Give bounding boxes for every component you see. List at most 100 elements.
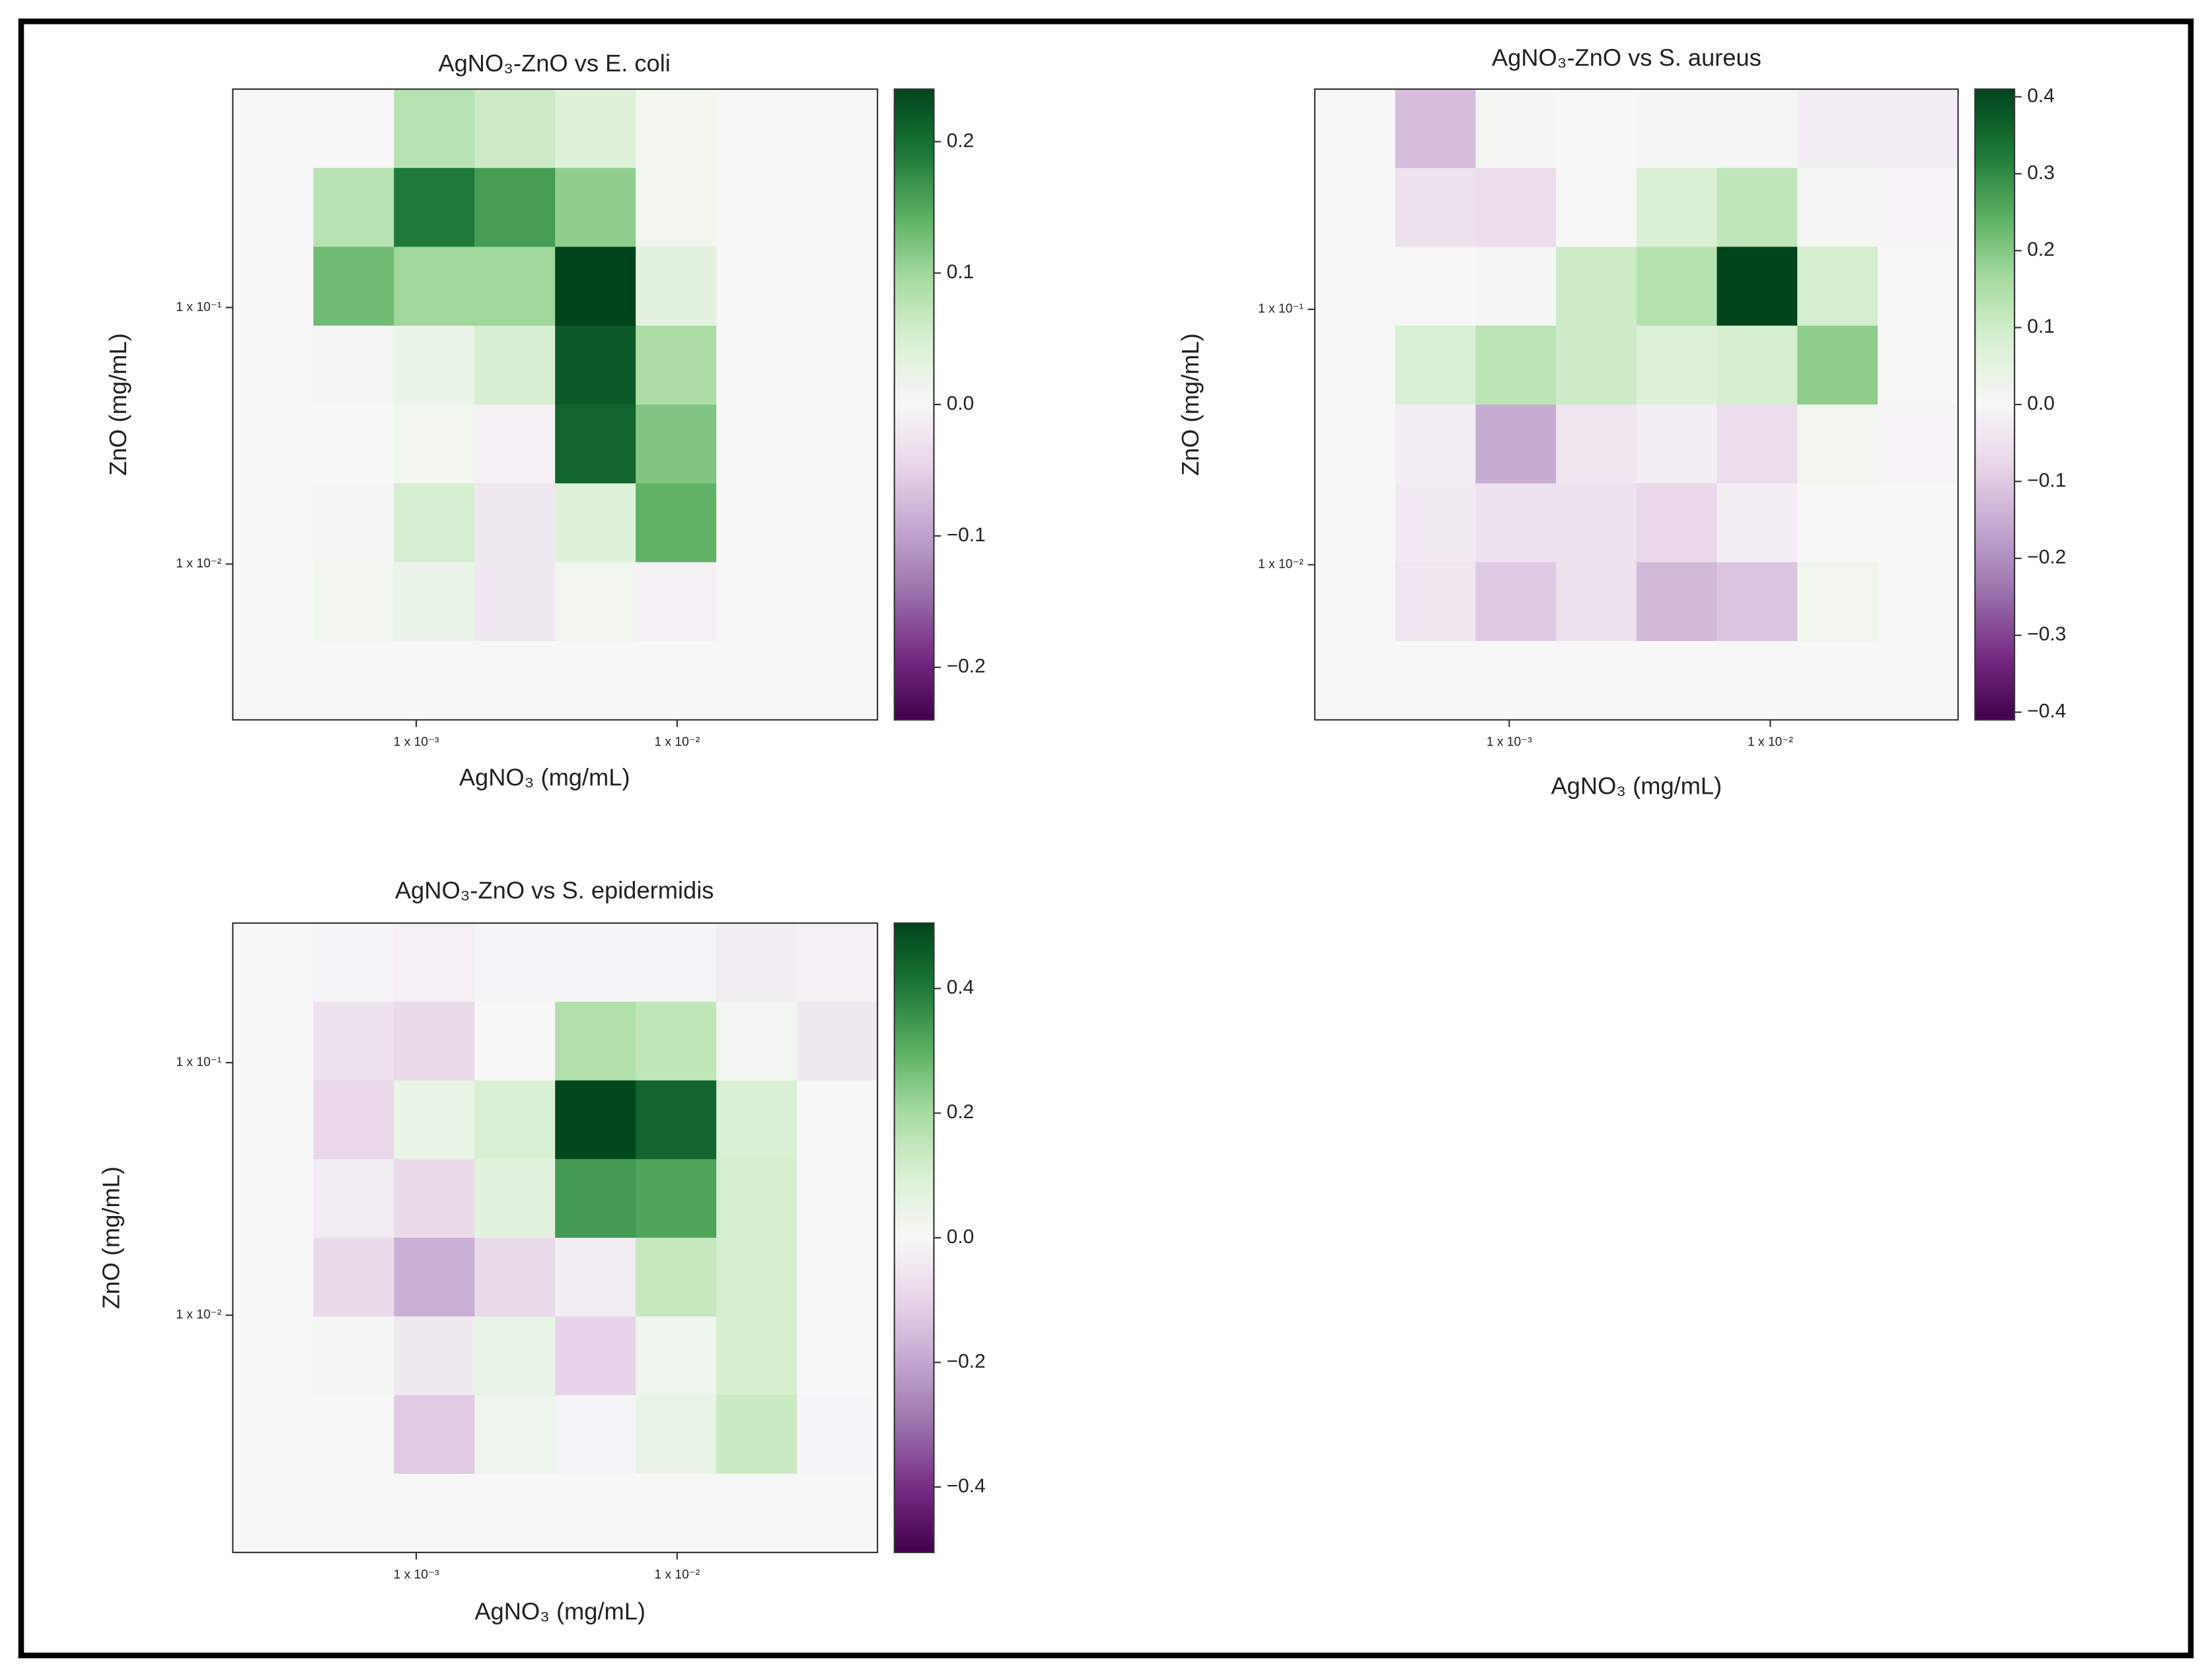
colorbar-tick-label: −0.1 xyxy=(2027,469,2066,491)
heatmap-cell xyxy=(1797,325,1879,406)
x-tick-label: 1 x 10⁻³ xyxy=(394,1568,439,1581)
heatmap-cell xyxy=(474,1316,556,1396)
heatmap-cell xyxy=(233,168,314,248)
heatmap-cell xyxy=(636,562,718,642)
colorbar-tick-label: −0.3 xyxy=(2027,623,2066,645)
y-tick-label: 1 x 10⁻¹ xyxy=(176,300,221,314)
heatmap-cell xyxy=(1797,640,1879,721)
heatmap-cell xyxy=(474,1001,556,1081)
heatmap-cell xyxy=(474,923,556,1003)
heatmap-cell xyxy=(1556,562,1637,642)
x-tick-label: 1 x 10⁻³ xyxy=(1487,736,1532,749)
heatmap-cell xyxy=(555,89,637,169)
heatmap-cell xyxy=(1475,483,1557,563)
heatmap-cell xyxy=(555,325,637,406)
colorbar-tick-label: 0.0 xyxy=(947,393,975,414)
heatmap-cell xyxy=(716,404,798,484)
heatmap-cell xyxy=(313,1237,395,1318)
heatmap-cell xyxy=(1797,404,1879,484)
plot-frame xyxy=(1313,88,1959,721)
heatmap-cell xyxy=(797,89,879,169)
x-axis-label: AgNO₃ (mg/mL) xyxy=(459,764,630,791)
heatmap-cell xyxy=(555,168,637,248)
colorbar-tick-label: −0.2 xyxy=(947,1350,986,1372)
heatmap-cell xyxy=(394,247,476,326)
colorbar-tick-label: −0.2 xyxy=(2027,547,2066,568)
heatmap-cell xyxy=(233,1316,314,1396)
heatmap-cell xyxy=(797,1080,879,1160)
heatmap-chart: AgNO₃-ZnO vs E. coli 1 x 10⁻³ 1 x 10⁻² 1 x … xyxy=(104,50,986,790)
heatmap-cell xyxy=(394,483,476,563)
colorbar-tick-label: 0.3 xyxy=(2027,162,2055,184)
heatmap-cell xyxy=(797,1394,879,1475)
heatmap-cell xyxy=(474,562,556,642)
heatmap-cell xyxy=(233,923,314,1003)
heatmap-cell xyxy=(555,247,637,326)
heatmap-cell xyxy=(1556,640,1637,721)
heatmap-cell xyxy=(233,640,314,721)
heatmap-cell xyxy=(1797,247,1879,326)
heatmap-cell xyxy=(716,89,798,169)
heatmap-cell xyxy=(716,562,798,642)
heatmap-cell xyxy=(1877,247,1959,326)
chart-title: AgNO₃-ZnO vs S. epidermidis xyxy=(395,876,714,903)
heatmap-cell xyxy=(1556,325,1637,406)
heatmap-cell xyxy=(1475,89,1557,169)
heatmap-cell xyxy=(313,1159,395,1238)
heatmap-cell xyxy=(1315,168,1396,248)
heatmap-cell xyxy=(474,1159,556,1238)
heatmap-cell xyxy=(797,1237,879,1318)
heatmap-cell xyxy=(1716,404,1798,484)
heatmap-cell xyxy=(313,640,395,721)
heatmap-cell xyxy=(474,1080,556,1160)
heatmap-cell xyxy=(394,1474,476,1554)
heatmap-cell xyxy=(555,640,637,721)
heatmap-cell xyxy=(636,1237,718,1318)
heatmap-cell xyxy=(1395,247,1477,326)
heatmap-cell xyxy=(555,1394,637,1475)
heatmap-cell xyxy=(313,1001,395,1081)
heatmap-cell xyxy=(1636,483,1718,563)
heatmap-cell xyxy=(636,247,718,326)
heatmap-cell xyxy=(1797,483,1879,563)
heatmap-cell xyxy=(313,1080,395,1160)
colorbar-tick-label: 0.0 xyxy=(947,1226,975,1248)
heatmap-cell xyxy=(555,1080,637,1160)
heatmap-cell xyxy=(1475,640,1557,721)
heatmap-cell xyxy=(233,1080,314,1160)
y-tick-label: 1 x 10⁻² xyxy=(176,557,221,571)
heatmap-cell xyxy=(636,483,718,563)
heatmap-cell xyxy=(474,1394,556,1475)
heatmap-cell xyxy=(1556,89,1637,169)
heatmap-cell xyxy=(394,404,476,484)
heatmap-cell xyxy=(555,404,637,484)
heatmap-cell xyxy=(1475,247,1557,326)
heatmap-cell xyxy=(716,1394,798,1475)
heatmap-cell xyxy=(716,1001,798,1081)
colorbar-tick-label: 0.4 xyxy=(947,977,975,999)
x-tick-label: 1 x 10⁻² xyxy=(654,736,700,749)
heatmap-cell xyxy=(1475,168,1557,248)
heatmap-cell xyxy=(1475,562,1557,642)
heatmap-cell xyxy=(394,1001,476,1081)
colorbar-tick-label: 0.1 xyxy=(947,261,975,283)
heatmap-cell xyxy=(636,89,718,169)
x-tick-label: 1 x 10⁻² xyxy=(654,1568,700,1581)
heatmap-cell xyxy=(1716,483,1798,563)
heatmap-cell xyxy=(313,325,395,406)
heatmap-cell xyxy=(636,325,718,406)
heatmap-cell xyxy=(474,483,556,563)
heatmap-cell xyxy=(716,247,798,326)
heatmap-cell xyxy=(1716,640,1798,721)
heatmap-cell xyxy=(233,483,314,563)
x-axis-label: AgNO₃ (mg/mL) xyxy=(474,1597,645,1624)
colorbar-tick-label: 0.2 xyxy=(2027,239,2055,260)
heatmap-cell xyxy=(1877,168,1959,248)
heatmap-cell xyxy=(797,404,879,484)
heatmap-cell xyxy=(555,1474,637,1554)
x-axis-label: AgNO₃ (mg/mL) xyxy=(1551,772,1722,799)
heatmap-cell xyxy=(1315,404,1396,484)
heatmap-cell xyxy=(797,562,879,642)
y-axis-label: ZnO (mg/mL) xyxy=(1177,333,1204,476)
colorbar-tick-label: −0.4 xyxy=(2027,701,2066,722)
